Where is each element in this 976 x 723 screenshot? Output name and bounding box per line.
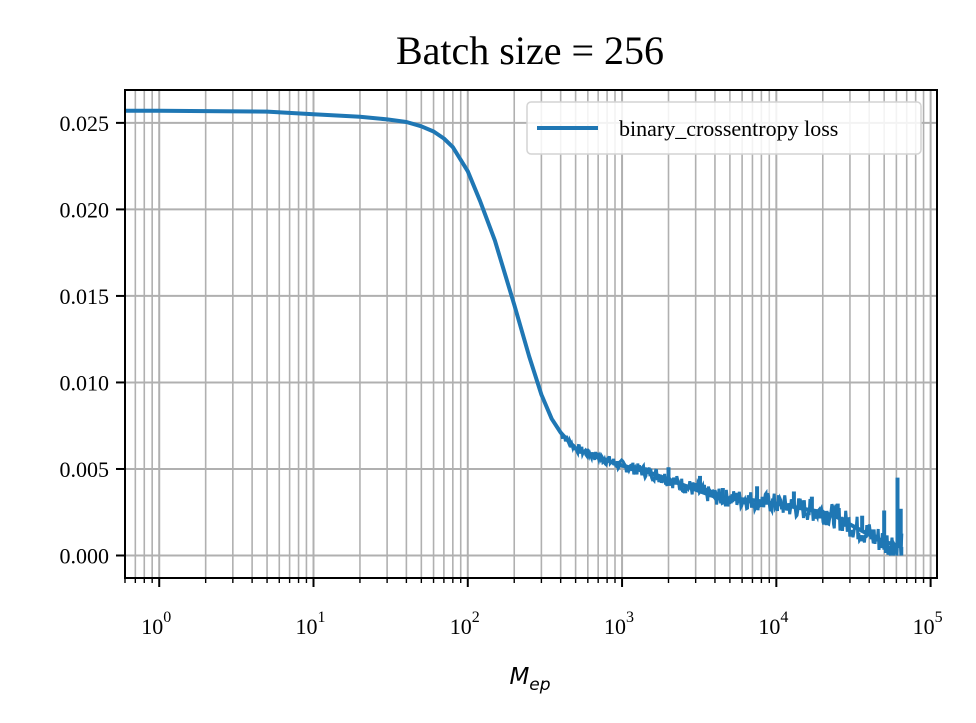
series-line [125,108,903,549]
x-tick-label: 102 [450,609,480,639]
y-tick-label: 0.010 [60,370,110,395]
legend-label: binary_crossentropy loss [619,116,838,141]
x-tick-label-base: 10 [296,614,318,639]
y-tick-label: 0.020 [60,197,110,222]
x-axis-label-subscript: ep [529,675,550,695]
axes-frame [124,89,938,579]
x-tick-label: 105 [913,609,943,639]
x-tick-label-base: 10 [758,614,780,639]
x-tick-label-exponent: 2 [472,609,480,626]
x-tick-label: 103 [604,609,634,639]
x-tick-label: 101 [296,609,326,639]
x-tick-label-base: 10 [913,614,935,639]
legend-box [526,101,922,155]
x-tick-label-exponent: 0 [163,609,171,626]
x-tick-label: 104 [758,609,788,639]
x-axis-label: Mep [509,664,550,695]
x-axis-label-base: M [509,664,529,690]
x-tick-label: 100 [141,609,171,639]
x-tick-label-exponent: 1 [318,609,326,626]
y-tick-label: 0.005 [60,457,110,482]
y-tick-label: 0.015 [60,284,110,309]
y-tick-label: 0.000 [60,544,110,569]
series-noise [560,431,904,556]
legend: binary_crossentropy loss [526,101,922,155]
grid [124,90,937,578]
plot-area [125,108,904,556]
x-tick-label-exponent: 5 [935,609,943,626]
x-axis: 100 101 102 103 104 105 [124,578,943,639]
y-axis: 0.000 0.005 0.010 0.015 0.020 0.025 [60,111,125,569]
x-tick-label-base: 10 [141,614,163,639]
y-tick-label: 0.025 [60,111,110,136]
x-tick-label-base: 10 [604,614,626,639]
x-tick-label-base: 10 [450,614,472,639]
x-tick-label-exponent: 4 [780,609,788,626]
chart-title: Batch size = 256 [396,28,664,73]
x-tick-label-exponent: 3 [626,609,634,626]
